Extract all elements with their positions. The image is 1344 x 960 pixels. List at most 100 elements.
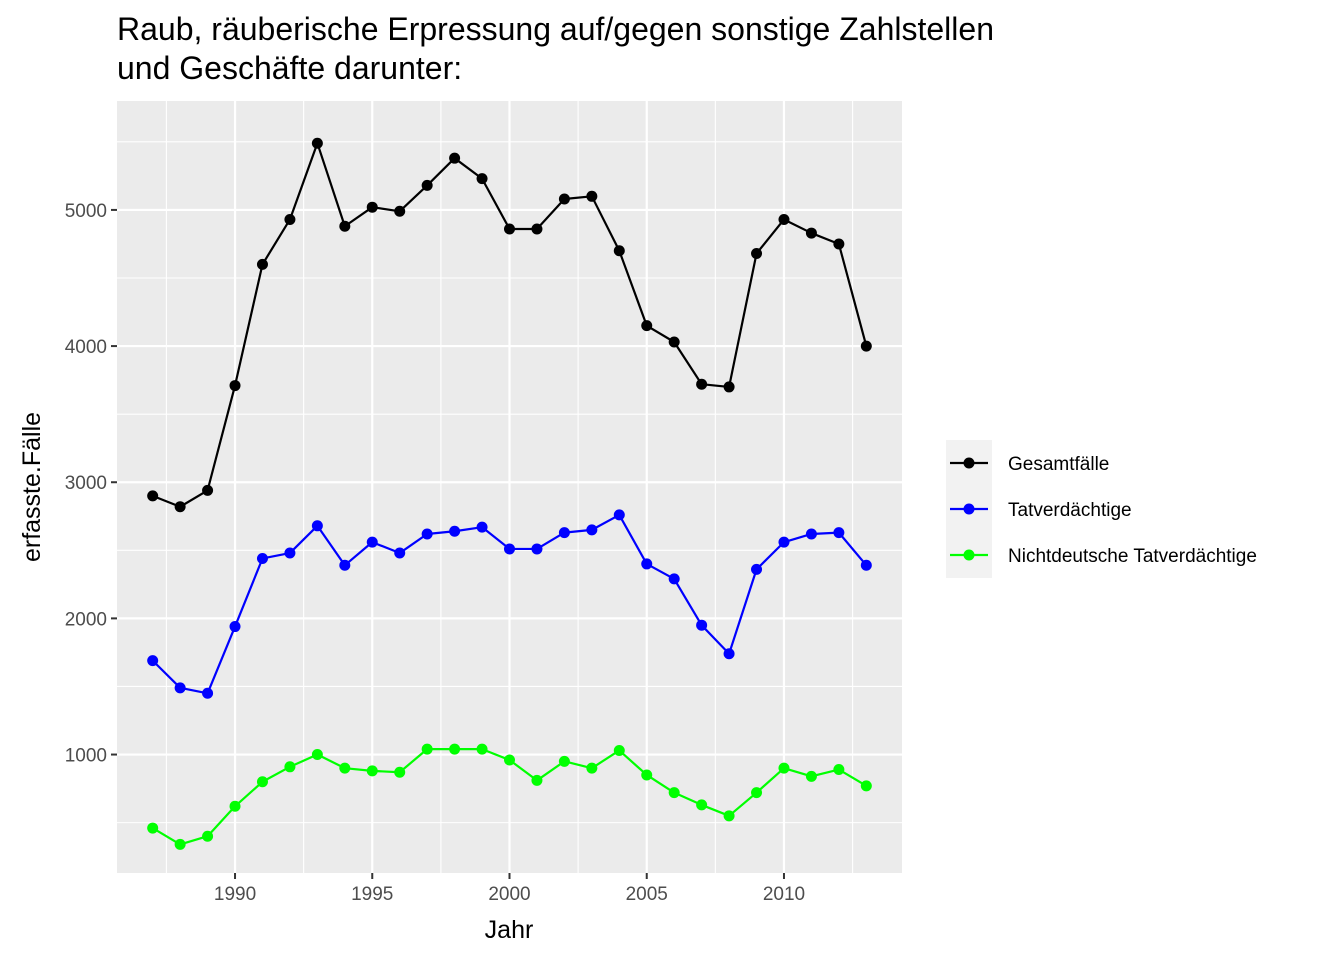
data-point — [504, 223, 515, 235]
data-point — [449, 152, 461, 164]
data-point — [421, 179, 433, 191]
data-point — [421, 743, 433, 755]
data-point — [696, 799, 708, 811]
data-point — [311, 520, 323, 532]
data-point — [202, 830, 214, 842]
x-tick-label: 2005 — [626, 884, 668, 905]
series-layer — [147, 137, 872, 850]
data-point — [174, 501, 186, 513]
data-point — [696, 378, 708, 390]
x-tick-label: 2000 — [488, 884, 530, 905]
data-point — [723, 381, 735, 393]
data-point — [174, 682, 186, 694]
y-axis-title: erfasste.Fälle — [18, 412, 46, 562]
grid — [117, 101, 902, 873]
data-point — [421, 528, 433, 540]
data-point — [641, 320, 653, 332]
data-point — [805, 528, 817, 540]
data-point — [147, 822, 159, 834]
y-tick-label: 3000 — [65, 473, 107, 494]
axis-ticks: 1990 1995 2000 2005 2010 1000 2000 3000 4000 5000 — [65, 201, 805, 905]
data-point — [311, 137, 323, 149]
data-point — [531, 543, 543, 555]
chart-title: Raub, räuberische Erpressung auf/gegen s… — [117, 11, 994, 47]
legend-label: Gesamtfälle — [1008, 454, 1109, 475]
data-point — [558, 527, 570, 539]
data-point — [723, 648, 735, 660]
data-point — [476, 743, 488, 755]
data-point — [366, 536, 378, 548]
data-point — [147, 490, 159, 502]
data-point — [476, 521, 488, 533]
data-point — [366, 201, 378, 213]
y-tick-label: 5000 — [65, 201, 107, 222]
data-point — [751, 247, 763, 259]
data-point — [558, 755, 570, 767]
data-point — [805, 770, 817, 782]
data-point — [586, 190, 598, 202]
data-point — [860, 559, 872, 571]
series-2 — [147, 743, 872, 850]
data-point — [256, 776, 268, 788]
legend-key-point — [963, 457, 975, 469]
data-point — [256, 258, 268, 270]
data-point — [778, 213, 790, 225]
data-point — [613, 245, 625, 257]
data-point — [833, 527, 845, 539]
data-point — [723, 810, 735, 822]
data-point — [202, 484, 214, 496]
data-point — [668, 336, 680, 348]
data-point — [339, 559, 351, 571]
data-point — [833, 764, 845, 776]
series-1 — [147, 509, 872, 699]
y-tick-label: 4000 — [65, 337, 107, 358]
x-tick-label: 2010 — [763, 884, 805, 905]
data-point — [339, 220, 351, 232]
series-0 — [147, 137, 872, 513]
data-point — [229, 621, 241, 633]
data-point — [531, 774, 543, 786]
x-tick-label: 1995 — [351, 884, 393, 905]
x-tick-label: 1990 — [214, 884, 256, 905]
data-point — [504, 754, 515, 766]
data-point — [751, 563, 763, 575]
data-point — [751, 787, 763, 799]
data-point — [339, 762, 351, 774]
data-point — [311, 749, 323, 761]
data-point — [394, 205, 406, 217]
data-point — [147, 655, 159, 667]
data-point — [778, 762, 790, 774]
data-point — [586, 524, 598, 536]
x-axis-title: Jahr — [485, 916, 534, 944]
y-tick-label: 2000 — [65, 609, 107, 630]
data-point — [613, 509, 625, 521]
data-point — [394, 547, 406, 559]
data-point — [860, 780, 872, 792]
data-point — [394, 766, 406, 778]
data-point — [284, 213, 296, 225]
data-point — [558, 193, 570, 205]
legend-label: Tatverdächtige — [1008, 500, 1132, 521]
data-point — [805, 227, 817, 239]
chart-subtitle: und Geschäfte darunter: — [117, 50, 462, 86]
data-point — [366, 765, 378, 777]
data-point — [229, 380, 241, 392]
data-point — [696, 619, 708, 631]
data-point — [668, 573, 680, 585]
data-point — [860, 340, 872, 352]
data-point — [174, 838, 186, 850]
data-point — [449, 525, 461, 537]
data-point — [668, 787, 680, 799]
legend: Gesamtfälle Tatverdächtige Nichtdeutsche T… — [946, 440, 1257, 578]
data-point — [613, 744, 625, 756]
data-point — [641, 558, 653, 570]
data-point — [476, 173, 488, 185]
data-point — [202, 687, 214, 699]
y-tick-label: 1000 — [65, 746, 107, 767]
data-point — [778, 536, 790, 548]
data-point — [586, 762, 598, 774]
legend-key-point — [963, 549, 975, 561]
data-point — [531, 223, 543, 235]
legend-label: Nichtdeutsche Tatverdächtige — [1008, 546, 1257, 567]
